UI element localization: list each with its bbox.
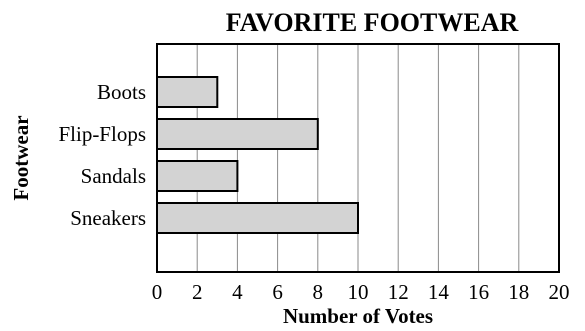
category-label: Sandals: [81, 164, 146, 188]
x-tick-label: 20: [549, 280, 570, 304]
y-axis-label: Footwear: [9, 115, 33, 200]
plot-frame: [156, 43, 560, 273]
category-label: Sneakers: [70, 206, 146, 230]
chart-title: FAVORITE FOOTWEAR: [226, 8, 519, 37]
x-axis-label: Number of Votes: [283, 304, 433, 328]
x-tick-label: 0: [152, 280, 163, 304]
x-tick-label: 4: [232, 280, 243, 304]
bar-flip-flops: [156, 118, 319, 150]
grid: [196, 44, 520, 272]
x-tick-label: 18: [508, 280, 529, 304]
x-tick-label: 6: [272, 280, 283, 304]
category-label: Boots: [97, 80, 146, 104]
x-tick-label: 14: [428, 280, 450, 304]
x-tick-label: 12: [388, 280, 409, 304]
x-tick-label: 16: [468, 280, 489, 304]
x-tick-label: 8: [313, 280, 324, 304]
category-label: Flip-Flops: [58, 122, 146, 146]
x-tick-label: 2: [192, 280, 203, 304]
bar-sneakers: [156, 202, 359, 234]
bar-boots: [156, 76, 219, 108]
bars: [156, 76, 359, 234]
x-tick-labels: 0 2 4 6 8 10 12 14 16 18 20: [152, 280, 570, 304]
x-tick-label: 10: [348, 280, 369, 304]
bar-sandals: [156, 160, 239, 192]
category-labels: Boots Flip-Flops Sandals Sneakers: [58, 80, 146, 230]
